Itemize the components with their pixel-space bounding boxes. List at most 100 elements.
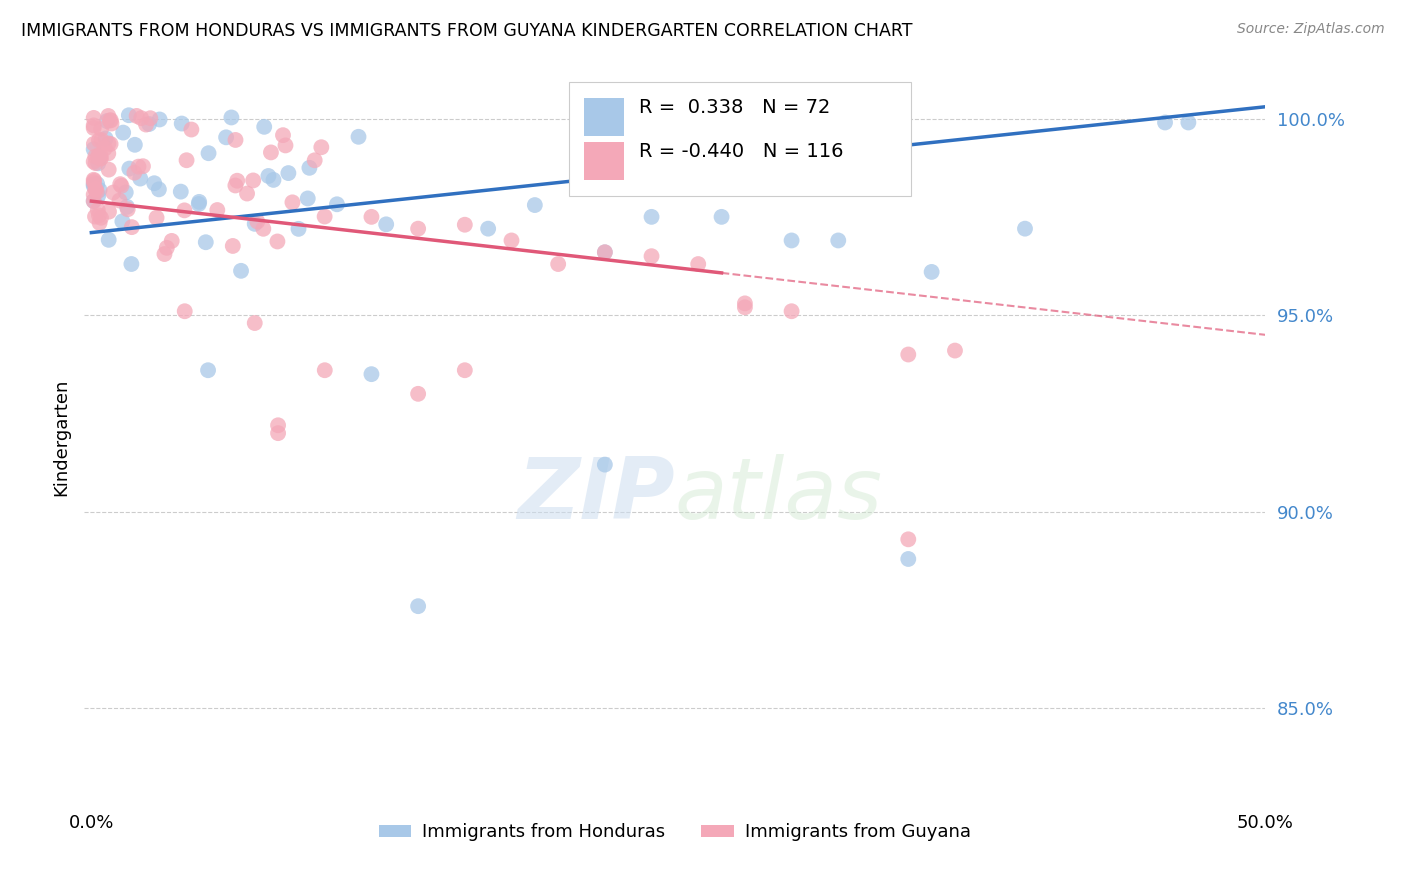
Point [215,130,238,145]
Point [360,367,382,381]
Point [87,202,110,217]
Point [124,166,146,180]
Point [84,182,107,196]
Point [90,122,112,136]
Point [734,296,756,310]
Point [281,195,304,210]
Point [93,141,115,155]
Point [83,194,105,208]
Point [347,129,370,144]
Point [124,137,146,152]
Point [180,122,202,136]
Point [83,119,105,133]
Point [89,216,111,230]
Point [266,235,288,249]
Point [897,533,920,547]
Point [83,173,105,187]
Point [87,150,110,164]
Text: ZIP: ZIP [517,454,675,537]
Point [125,109,148,123]
Point [229,264,252,278]
Point [128,160,150,174]
Point [160,234,183,248]
Point [298,161,321,175]
Point [780,234,803,248]
Point [1154,115,1177,129]
Point [326,197,349,211]
Point [120,257,142,271]
Point [83,187,105,202]
Point [111,214,134,228]
Point [221,111,243,125]
Point [375,218,398,232]
Point [83,136,105,151]
Point [260,145,283,160]
Point [108,194,131,208]
Point [153,247,176,261]
Point [90,211,112,225]
Point [129,171,152,186]
Point [132,159,155,173]
Point [271,128,294,143]
Point [98,204,121,219]
Point [710,210,733,224]
Point [110,177,132,191]
Point [87,133,110,147]
Point [96,114,118,128]
Point [89,152,111,166]
Point [117,202,139,217]
Point [314,363,336,377]
Point [115,200,138,214]
Point [593,245,616,260]
Text: atlas: atlas [675,454,883,537]
Point [83,121,105,136]
Point [477,221,499,235]
Point [243,316,266,330]
Point [83,176,105,190]
Point [118,161,141,176]
Point [83,178,105,192]
Point [246,214,269,228]
Point [197,146,219,161]
Point [98,113,121,128]
Point [593,245,616,260]
Text: IMMIGRANTS FROM HONDURAS VS IMMIGRANTS FROM GUYANA KINDERGARTEN CORRELATION CHAR: IMMIGRANTS FROM HONDURAS VS IMMIGRANTS F… [21,22,912,40]
Point [97,146,120,161]
Point [242,173,264,187]
Point [135,118,157,132]
Point [170,117,193,131]
Point [501,234,523,248]
Point [173,304,195,318]
Point [118,108,141,122]
Y-axis label: Kindergarten: Kindergarten [52,378,70,496]
Point [207,202,229,217]
Point [83,154,105,169]
Point [89,150,111,164]
Point [921,265,943,279]
Point [360,210,382,224]
Point [297,191,319,205]
Point [100,113,122,128]
Point [593,458,616,472]
Point [84,150,107,164]
Point [827,234,849,248]
Point [688,257,710,271]
Point [112,126,135,140]
Point [897,347,920,361]
Point [454,363,477,377]
Point [406,599,429,614]
Point [83,174,105,188]
Point [138,117,160,131]
Point [187,197,209,211]
Point [277,166,299,180]
Point [83,178,105,193]
Point [224,178,246,193]
Point [121,220,143,235]
Point [90,133,112,147]
Point [252,221,274,235]
Point [83,111,105,125]
Point [83,142,105,156]
Point [86,177,108,191]
Point [94,131,117,145]
Point [87,156,110,170]
